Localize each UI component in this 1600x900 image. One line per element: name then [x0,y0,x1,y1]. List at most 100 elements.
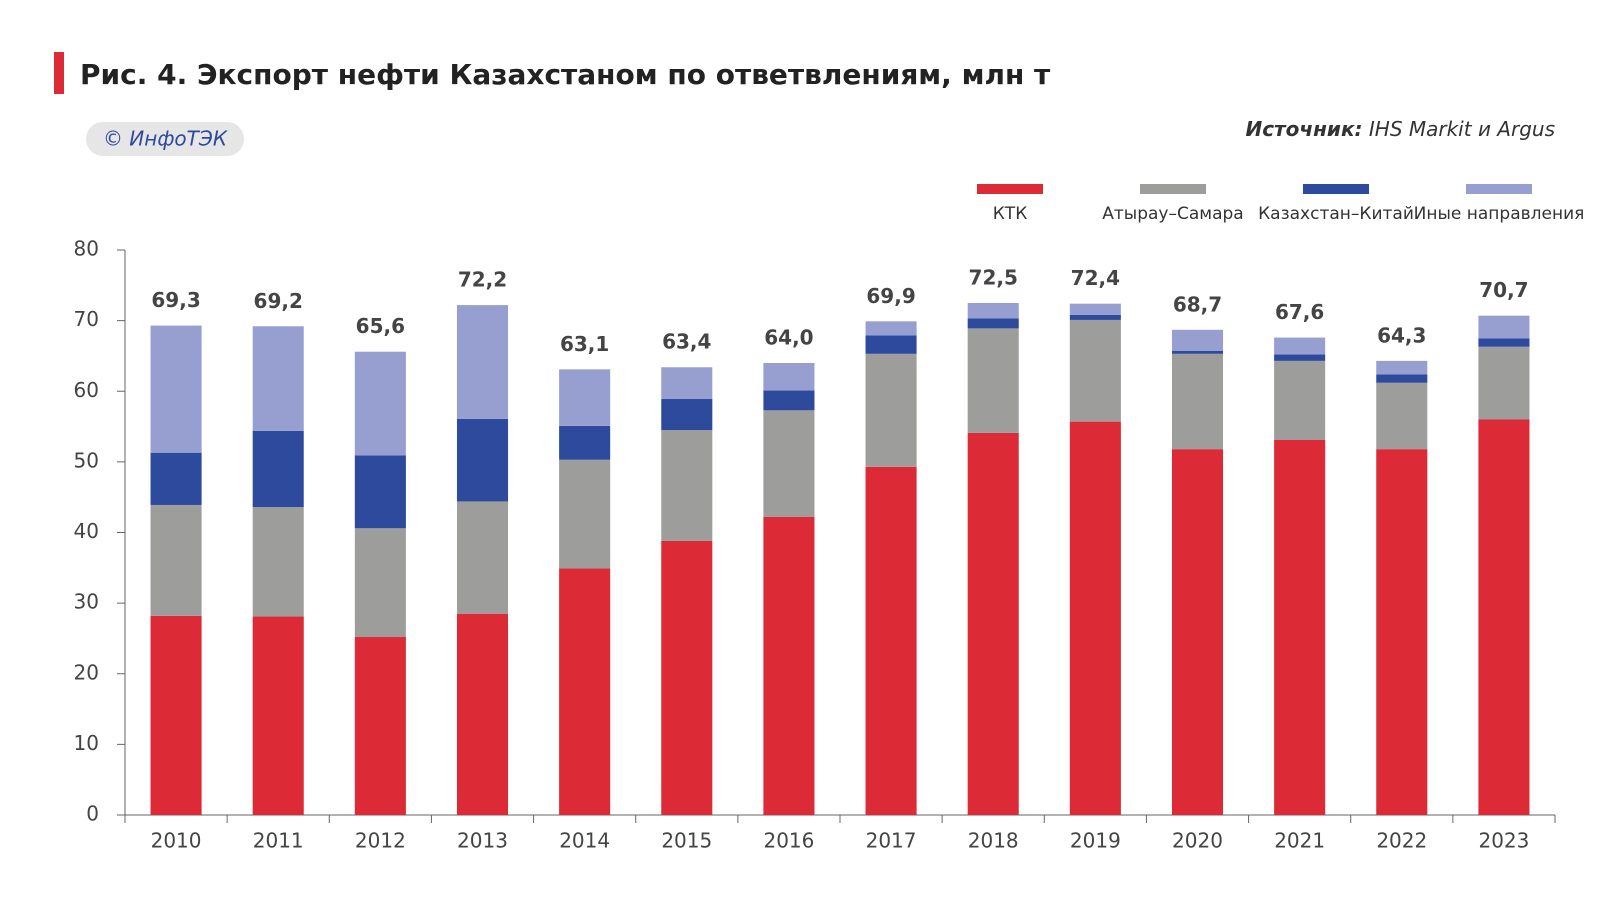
y-tick-label: 30 [74,590,99,614]
y-tick-label: 60 [74,378,99,402]
bar-segment [967,432,1019,815]
y-tick-label: 80 [74,237,99,261]
y-tick-label: 50 [74,448,99,472]
source-text: IHS Markit и Argus [1369,117,1555,141]
bar-segment [1376,382,1428,450]
bar-segment [661,430,713,541]
total-label: 69,9 [866,284,915,308]
y-tick-label: 70 [74,307,99,331]
bar-segment [1171,329,1224,351]
x-tick-label: 2023 [1478,829,1529,853]
x-tick-label: 2019 [1070,829,1121,853]
total-label: 67,6 [1275,300,1324,324]
bar-segment [456,613,509,815]
bar-segment [865,353,917,467]
bar-segment [354,351,406,456]
y-tick-label: 20 [74,660,99,684]
bar-segment [354,637,406,815]
bar-segment [661,540,713,815]
legend-label: Казахстан–Китай [1258,204,1414,224]
bar-segment [763,516,815,815]
title-accent [54,52,64,94]
bar-segment [150,452,202,505]
bar-segment [1376,449,1428,815]
bar-segment [1069,314,1121,320]
bar-segment [967,318,1019,329]
bar-segment [150,325,202,453]
total-label: 69,3 [151,288,200,312]
bar-segment [559,568,611,815]
bar-segment [1478,346,1530,420]
bar-segment [865,466,917,815]
legend-swatch [1303,184,1369,194]
x-tick-label: 2020 [1172,829,1223,853]
bar-segment [865,335,917,354]
bar-segment [559,459,611,569]
bar-segment [252,616,304,815]
total-label: 72,4 [1071,266,1120,290]
bar-segment [1274,360,1326,440]
bar-segment [456,418,509,502]
bar-segment [763,363,815,391]
total-label: 64,0 [764,326,813,350]
bar-segment [456,305,509,419]
bar-segment [150,615,202,815]
logo: © ИнфоТЭК [103,127,228,151]
total-label: 72,5 [969,265,1018,289]
bar-segment [1478,338,1530,347]
bar-segment [661,399,713,431]
legend-swatch [1466,184,1532,194]
total-label: 68,7 [1173,292,1222,316]
bar-segment [559,369,611,426]
x-tick-label: 2010 [151,829,202,853]
x-tick-label: 2015 [661,829,712,853]
total-label: 65,6 [356,314,405,338]
total-label: 72,2 [458,268,507,292]
total-label: 69,2 [254,289,303,313]
bar-segment [456,501,509,614]
bar-segment [1274,354,1326,361]
bar-segment [1069,319,1121,422]
x-tick-label: 2018 [968,829,1019,853]
bar-segment [354,528,406,638]
y-tick-label: 0 [86,802,99,826]
legend-swatch [977,184,1043,194]
bar-segment [661,367,713,400]
bar-segment [763,390,815,411]
bar-segment [150,504,202,616]
bar-segment [967,328,1019,433]
bar-segment [1274,337,1326,355]
bar-segment [865,321,917,336]
x-tick-label: 2021 [1274,829,1325,853]
logo-badge [86,122,244,156]
x-tick-label: 2016 [763,829,814,853]
y-tick-label: 10 [74,731,99,755]
bar-segment [1171,353,1224,450]
bar-segment [252,430,304,508]
x-tick-label: 2013 [457,829,508,853]
bar-segment [1274,439,1326,815]
chart-title: Рис. 4. Экспорт нефти Казахстаном по отв… [80,58,1051,91]
x-tick-label: 2011 [253,829,304,853]
bar-segment [1376,374,1428,383]
bar-segment [559,425,611,460]
bar-segment [1069,421,1121,815]
bar-segment [1376,360,1428,375]
y-tick-label: 40 [74,519,99,543]
legend-label: Иные направления [1414,204,1585,224]
source: Источник: IHS Markit и Argus [1245,117,1555,141]
bar-segment [1069,303,1121,315]
bar-segment [354,455,406,529]
legend-swatch [1140,184,1206,194]
x-tick-label: 2022 [1376,829,1427,853]
bar-segment [252,507,304,617]
total-label: 63,1 [560,332,609,356]
legend-label: Атырау–Самара [1102,204,1243,224]
x-tick-label: 2017 [866,829,917,853]
total-label: 64,3 [1377,323,1426,347]
total-label: 70,7 [1479,278,1528,302]
x-tick-label: 2014 [559,829,610,853]
bar-segment [1478,315,1530,339]
bar-segment [967,302,1019,319]
